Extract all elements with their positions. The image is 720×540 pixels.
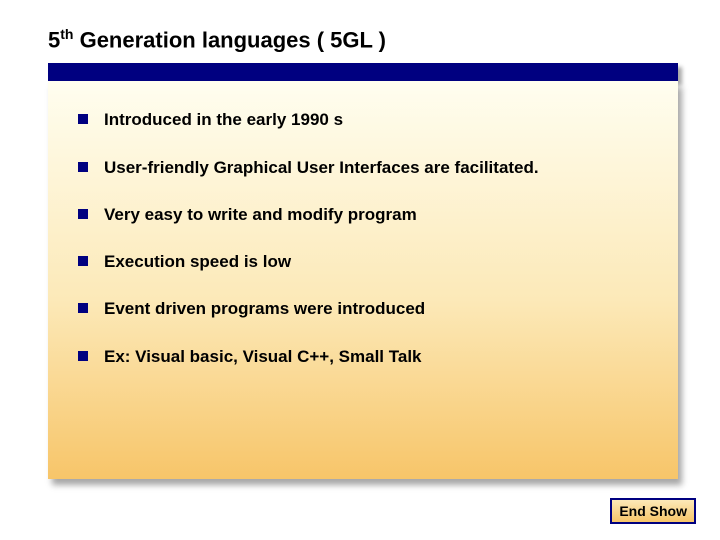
square-bullet-icon [78,256,88,266]
list-item: Introduced in the early 1990 s [78,109,654,130]
square-bullet-icon [78,303,88,313]
title-bar [48,63,678,81]
title-superscript: th [60,26,73,42]
title-prefix: 5 [48,27,60,52]
end-show-button[interactable]: End Show [610,498,696,524]
square-bullet-icon [78,114,88,124]
list-item: Execution speed is low [78,251,654,272]
bullet-text: Very easy to write and modify program [104,204,417,225]
bullet-text: User-friendly Graphical User Interfaces … [104,157,539,178]
bullet-text: Event driven programs were introduced [104,298,425,319]
list-item: Ex: Visual basic, Visual C++, Small Talk [78,346,654,367]
square-bullet-icon [78,162,88,172]
bullet-text: Execution speed is low [104,251,291,272]
title-rest: Generation languages ( 5GL ) [73,27,386,52]
square-bullet-icon [78,351,88,361]
content-area: Introduced in the early 1990 s User-frie… [48,81,678,479]
square-bullet-icon [78,209,88,219]
list-item: Very easy to write and modify program [78,204,654,225]
slide-title: 5th Generation languages ( 5GL ) [0,26,720,53]
bullet-text: Introduced in the early 1990 s [104,109,343,130]
list-item: User-friendly Graphical User Interfaces … [78,157,654,178]
bullet-text: Ex: Visual basic, Visual C++, Small Talk [104,346,422,367]
slide: 5th Generation languages ( 5GL ) Introdu… [0,0,720,540]
list-item: Event driven programs were introduced [78,298,654,319]
